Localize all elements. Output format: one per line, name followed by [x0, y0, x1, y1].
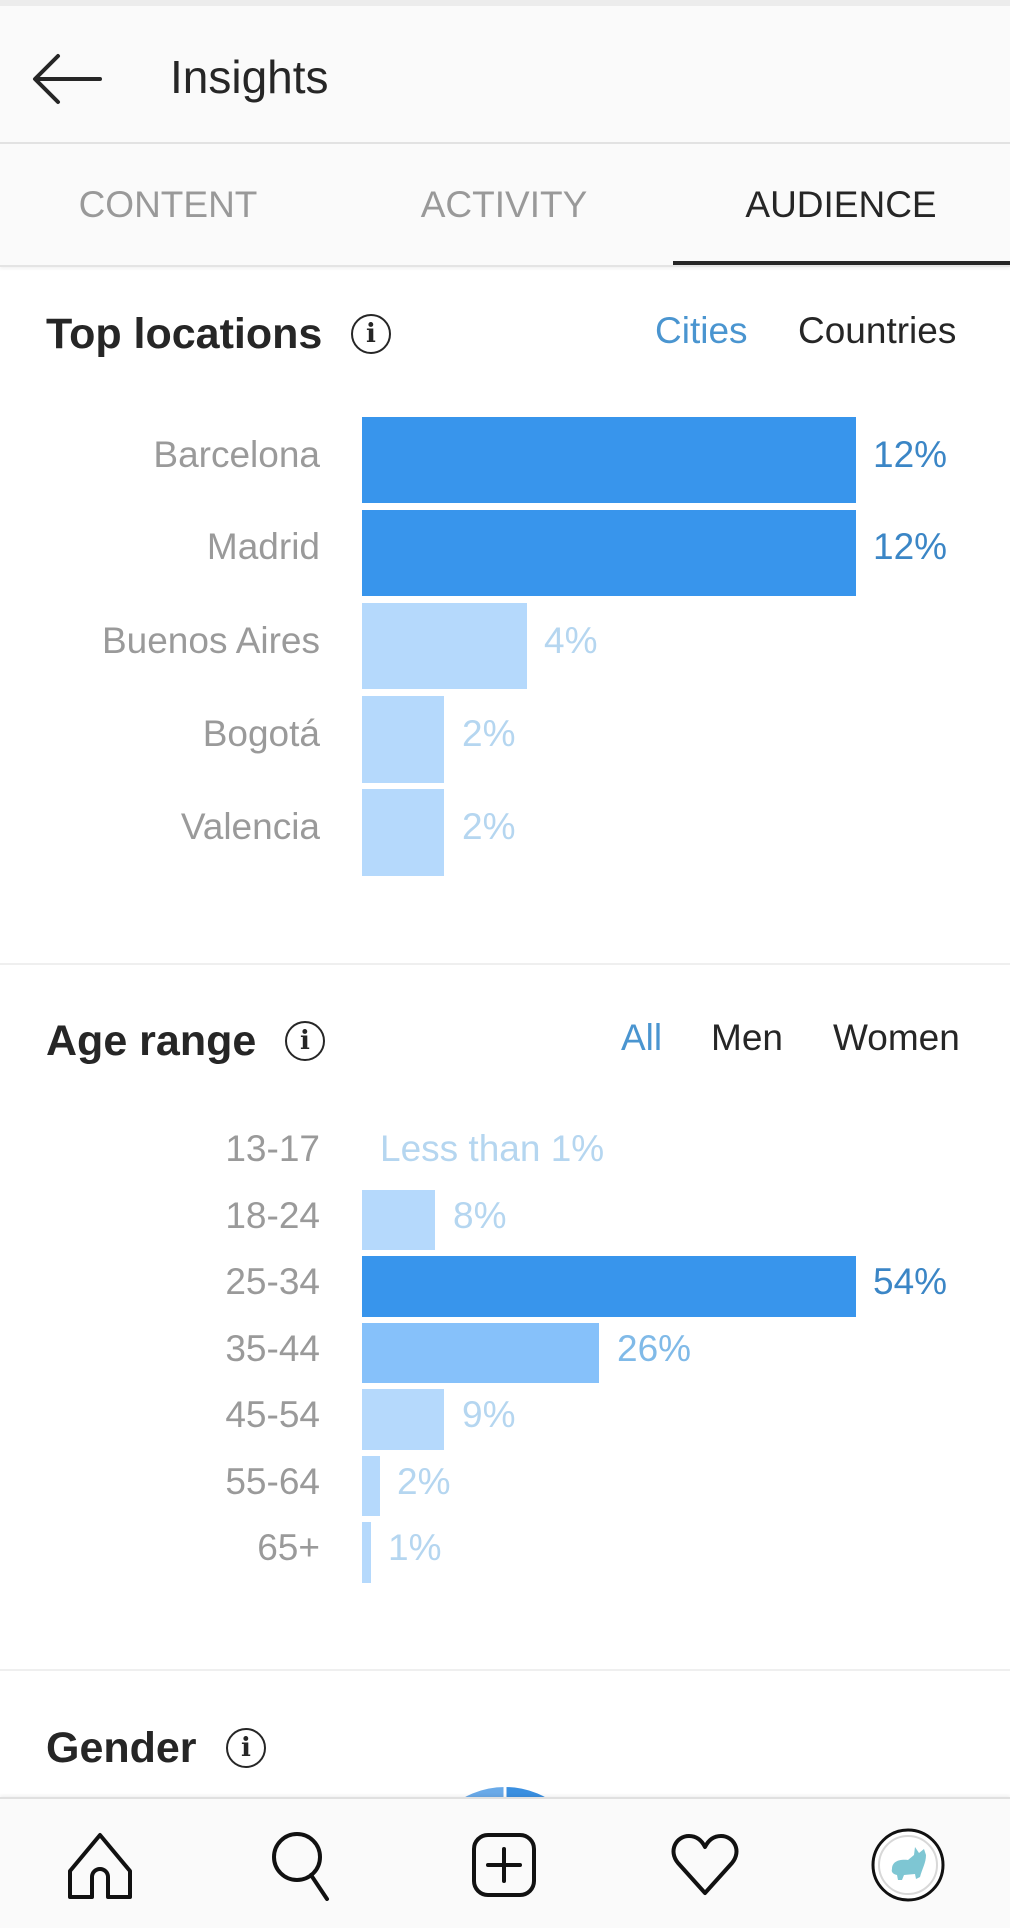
location-label: Madrid [206, 526, 320, 567]
tab-activity[interactable]: ACTIVITY [420, 183, 588, 225]
age-label: 25-34 [225, 1261, 320, 1302]
active-tab-indicator [673, 261, 1010, 265]
age-bar [362, 1323, 599, 1383]
age-label: 18-24 [225, 1195, 320, 1236]
location-value: 12% [873, 434, 948, 475]
location-bar [362, 417, 856, 503]
age-range-info-icon[interactable]: i [285, 1021, 325, 1061]
location-bar [362, 696, 444, 783]
top-locations-info-icon[interactable]: i [351, 314, 391, 354]
women-toggle[interactable]: Women [833, 1017, 960, 1058]
status-strip [0, 0, 1010, 6]
tab-bar: CONTENT ACTIVITY AUDIENCE [0, 144, 1010, 267]
age-label: 35-44 [225, 1328, 320, 1369]
arrow-left-icon [33, 54, 102, 104]
location-bar [362, 789, 444, 876]
location-label: Barcelona [153, 434, 320, 475]
tab-audience[interactable]: AUDIENCE [745, 183, 937, 225]
back-button[interactable] [28, 46, 104, 110]
age-label: 13-17 [225, 1128, 320, 1169]
dog-icon [891, 1847, 926, 1880]
gender-info-icon[interactable]: i [226, 1728, 266, 1768]
section-divider [0, 1669, 1010, 1671]
add-post-icon [472, 1833, 536, 1897]
nav-activity[interactable] [665, 1829, 745, 1901]
gender-pie-chart [420, 1787, 590, 1799]
tab-content[interactable]: CONTENT [78, 183, 258, 225]
age-label: 55-64 [225, 1461, 320, 1502]
nav-profile[interactable] [868, 1828, 948, 1902]
age-bar [362, 1389, 444, 1450]
age-bar [362, 1456, 380, 1516]
location-label: Valencia [180, 806, 320, 847]
age-value: Less than 1% [380, 1128, 605, 1169]
age-label: 65+ [257, 1527, 320, 1568]
age-range-title: Age range [46, 1017, 257, 1065]
age-bar [362, 1190, 435, 1250]
location-value: 12% [873, 526, 948, 567]
home-icon [68, 1833, 132, 1899]
search-icon [272, 1832, 329, 1901]
location-value: 2% [462, 713, 516, 754]
nav-home[interactable] [60, 1829, 140, 1901]
location-label: Bogotá [202, 713, 320, 754]
location-bar [362, 510, 856, 596]
page-title: Insights [170, 51, 329, 103]
age-bar [362, 1256, 856, 1317]
countries-toggle[interactable]: Countries [798, 310, 957, 351]
profile-avatar [871, 1828, 945, 1902]
age-value: 8% [453, 1195, 507, 1236]
age-value: 54% [873, 1261, 948, 1302]
location-label: Buenos Aires [101, 620, 320, 661]
cities-toggle[interactable]: Cities [655, 310, 748, 351]
age-label: 45-54 [225, 1394, 320, 1435]
heart-icon [671, 1834, 739, 1895]
all-toggle[interactable]: All [621, 1017, 663, 1058]
gender-title: Gender [46, 1724, 197, 1772]
men-toggle[interactable]: Men [711, 1017, 783, 1058]
age-value: 1% [388, 1527, 442, 1568]
age-value: 26% [617, 1328, 692, 1369]
age-value: 2% [397, 1461, 451, 1502]
section-divider [0, 963, 1010, 965]
age-value: 9% [462, 1394, 516, 1435]
location-value: 2% [462, 806, 516, 847]
nav-new-post[interactable] [464, 1829, 544, 1901]
bottom-nav [0, 1797, 1010, 1928]
location-bar [362, 603, 527, 689]
nav-search[interactable] [263, 1829, 343, 1901]
age-bar [362, 1522, 371, 1583]
top-locations-title: Top locations [46, 310, 323, 358]
app-header: Insights [0, 6, 1010, 144]
location-value: 4% [544, 620, 598, 661]
